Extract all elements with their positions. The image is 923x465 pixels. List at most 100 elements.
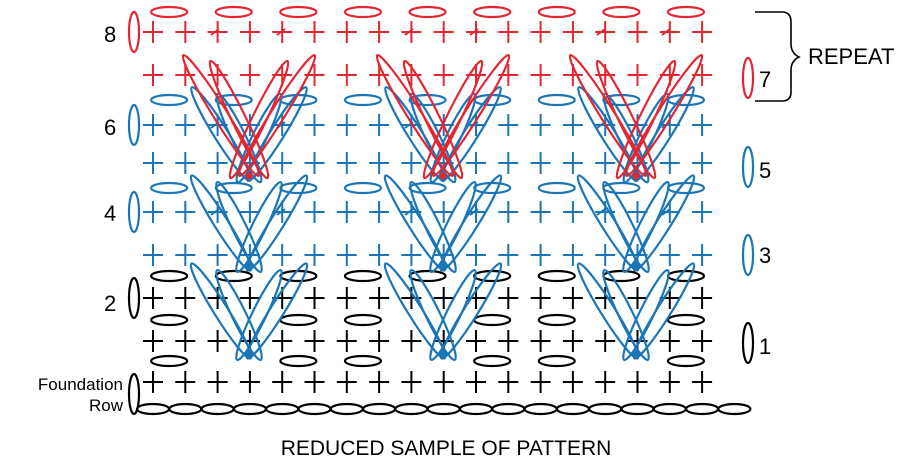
chain-space [343, 181, 383, 195]
row-label-1: 1 [759, 334, 771, 359]
cluster-arm-left [602, 180, 650, 274]
turn-marker-foundation [127, 372, 141, 416]
chain-stitch [362, 402, 397, 416]
chain-space [473, 181, 512, 195]
dc-slash [210, 208, 220, 216]
chain-space [537, 269, 576, 283]
cluster-arm-left [215, 180, 263, 274]
turn-marker-row-8 [127, 10, 141, 54]
chain-space [279, 313, 318, 327]
chain-space [408, 5, 447, 19]
rows-7-to-8 [143, 5, 713, 180]
cluster-arm-left [402, 59, 464, 180]
turning-markers [127, 10, 755, 416]
chain-stitch [620, 402, 655, 416]
chain-space [343, 354, 383, 368]
chain-stitch [684, 402, 720, 416]
cluster-base-dot [632, 172, 640, 180]
chain-space [150, 313, 189, 327]
chain-space [150, 181, 189, 195]
turn-marker-row-6 [127, 103, 141, 147]
chain-space [602, 5, 641, 19]
cluster-arm-right [228, 59, 290, 180]
cluster-arm-left [409, 92, 457, 184]
chain-space [666, 269, 706, 283]
chain-space [343, 5, 383, 19]
chain-space [214, 5, 253, 19]
chain-space [473, 313, 512, 327]
cluster-arm-right [622, 180, 670, 274]
dc-slash [469, 208, 479, 216]
dc-slash [276, 208, 286, 216]
chain-stitch [394, 402, 429, 416]
chain-stitch [265, 402, 300, 416]
chain-space [537, 313, 576, 327]
chain-space [279, 354, 318, 368]
foundation-label-line1: Foundation [38, 375, 123, 394]
chain-space [343, 269, 383, 283]
cluster-arm-left [215, 92, 263, 184]
row-label-8: 8 [104, 22, 116, 47]
chain-space [473, 5, 512, 19]
chain-space [666, 5, 706, 19]
chain-space [666, 93, 706, 107]
rows-3-to-6 [143, 86, 713, 362]
cluster-arm-left [602, 268, 650, 362]
turn-marker-row-4 [127, 190, 141, 234]
row-label-3: 3 [759, 243, 771, 268]
chain-space [279, 93, 318, 107]
repeat-brace [755, 11, 801, 102]
turn-marker-row-2 [127, 276, 141, 320]
chain-space [473, 269, 512, 283]
turn-marker-row-3 [741, 233, 755, 277]
chain-space [343, 93, 383, 107]
cluster-arm-right [622, 92, 670, 184]
cluster-arm-left [215, 268, 263, 362]
row-label-6: 6 [104, 115, 116, 140]
dc-slash [596, 28, 606, 36]
turn-marker-row-1 [741, 321, 755, 365]
chain-stitch [491, 402, 526, 416]
dc-slash [661, 28, 671, 36]
chain-space [150, 93, 189, 107]
dc-slash [404, 208, 414, 216]
cluster-arm-right [622, 268, 670, 362]
chain-space [537, 93, 576, 107]
cluster-arm-left [409, 180, 457, 274]
chain-stitch [652, 402, 687, 416]
turn-marker-row-5 [741, 145, 755, 189]
chain-space [537, 181, 576, 195]
cluster-arm-right [615, 59, 677, 180]
chain-stitch [523, 402, 558, 416]
chain-stitch [297, 402, 332, 416]
dc-slash [210, 28, 220, 36]
cluster-base-dot [245, 350, 253, 358]
cluster-arm-left [208, 59, 270, 180]
chain-space [473, 93, 512, 107]
chain-stitch [426, 402, 461, 416]
dc-slash [276, 28, 286, 36]
dc-slash [596, 208, 606, 216]
chain-space [473, 354, 512, 368]
chain-space [150, 5, 189, 19]
chain-stitch [555, 402, 591, 416]
chart-caption: REDUCED SAMPLE OF PATTERN [281, 437, 612, 460]
cluster-base-dot [439, 172, 447, 180]
chain-stitch [232, 402, 267, 416]
chain-space [666, 354, 706, 368]
cluster-arm-right [429, 268, 477, 362]
chain-stitch [588, 402, 623, 416]
cluster-base-dot [245, 262, 253, 270]
chain-stitch [329, 402, 364, 416]
cluster-arm-right [422, 59, 484, 180]
foundation-label-line2: Row [89, 396, 124, 415]
chain-space [279, 181, 318, 195]
cluster-arm-right [429, 180, 477, 274]
cluster-base-dot [439, 262, 447, 270]
cluster-arm-right [235, 268, 283, 362]
row-label-2: 2 [104, 291, 116, 316]
chain-space [279, 269, 318, 283]
cluster-arm-right [429, 92, 477, 184]
dc-slash [469, 28, 479, 36]
